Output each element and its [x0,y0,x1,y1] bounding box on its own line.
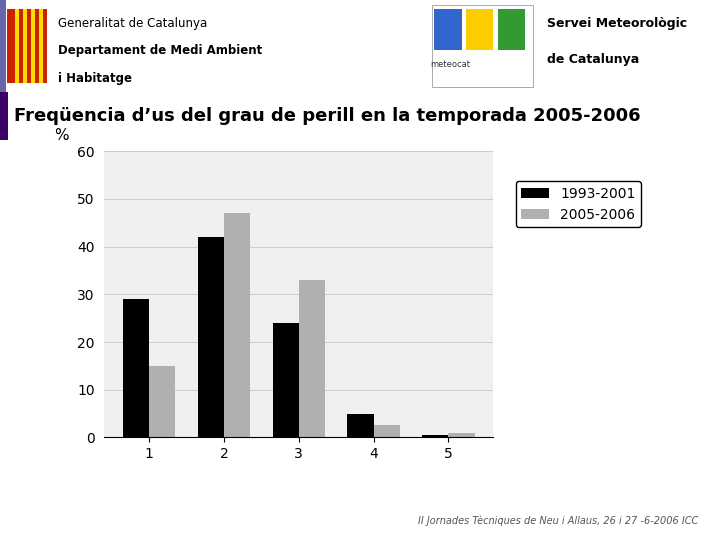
Bar [7,9,47,83]
Text: Freqüencia d’us del grau de perill en la temporada 2005-2006: Freqüencia d’us del grau de perill en la… [14,107,641,125]
Bar [348,414,374,437]
Bar [149,366,176,437]
Bar [498,9,525,51]
Legend: 1993-2001, 2005-2006: 1993-2001, 2005-2006 [516,181,641,227]
Bar [273,323,299,437]
Bar [123,299,149,437]
Text: %: % [54,127,68,143]
Bar [374,426,400,437]
Bar [0,0,6,92]
Bar [198,237,224,437]
Text: meteocat: meteocat [430,60,470,69]
Bar [449,433,474,437]
Bar [23,9,27,83]
Bar [299,280,325,437]
Bar [422,435,449,437]
Bar [15,9,19,83]
Bar [434,9,462,51]
Text: Generalitat de Catalunya: Generalitat de Catalunya [58,17,207,30]
Bar [0,92,8,140]
Bar [39,9,43,83]
Bar [466,9,493,51]
Text: II Jornades Tècniques de Neu i Allaus, 26 i 27 -6-2006 ICC: II Jornades Tècniques de Neu i Allaus, 2… [418,516,698,526]
Text: de Catalunya: de Catalunya [547,53,639,66]
Bar [224,213,251,437]
Bar [432,5,533,87]
Text: i Habitatge: i Habitatge [58,72,132,85]
Bar [31,9,35,83]
Text: Servei Meteorològic: Servei Meteorològic [547,17,688,30]
Text: Departament de Medi Ambient: Departament de Medi Ambient [58,44,262,57]
